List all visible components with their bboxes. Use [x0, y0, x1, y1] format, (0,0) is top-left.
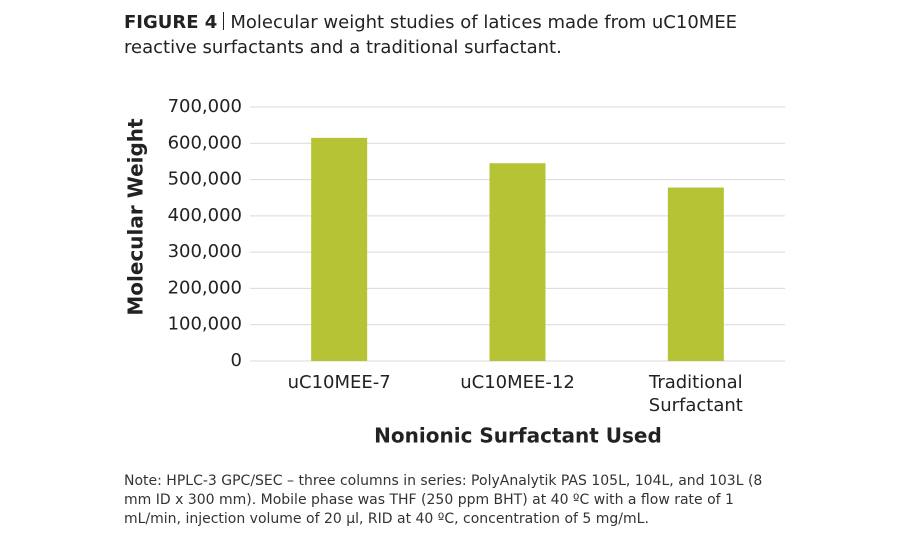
title-block: FIGURE 4 Molecular weight studies of lati…: [124, 10, 764, 60]
x-axis-title: Nonionic Surfactant Used: [374, 424, 662, 448]
bar: [667, 187, 724, 361]
y-axis-title: Molecular Weight: [124, 118, 148, 316]
y-tick-label: 700,000: [168, 96, 242, 117]
bar: [489, 163, 546, 361]
x-tick-label: Traditional Surfactant: [648, 372, 743, 416]
x-tick-label: uC10MEE-7: [287, 372, 391, 393]
y-tick-label: 100,000: [168, 314, 242, 335]
x-tick-label: uC10MEE-12: [460, 372, 575, 393]
y-tick-label: 600,000: [168, 132, 242, 153]
figure-label: FIGURE 4: [124, 12, 218, 33]
y-tick-label: 0: [231, 350, 242, 371]
chart-title: Molecular weight studies of latices made…: [124, 12, 738, 58]
separator: [223, 12, 225, 30]
y-tick-label: 500,000: [168, 169, 242, 190]
y-tick-label: 300,000: [168, 241, 242, 262]
y-tick-label: 200,000: [168, 277, 242, 298]
note: Note: HPLC-3 GPC/SEC – three columns in …: [124, 473, 763, 527]
bar: [311, 137, 368, 361]
y-tick-label: 400,000: [168, 205, 242, 226]
